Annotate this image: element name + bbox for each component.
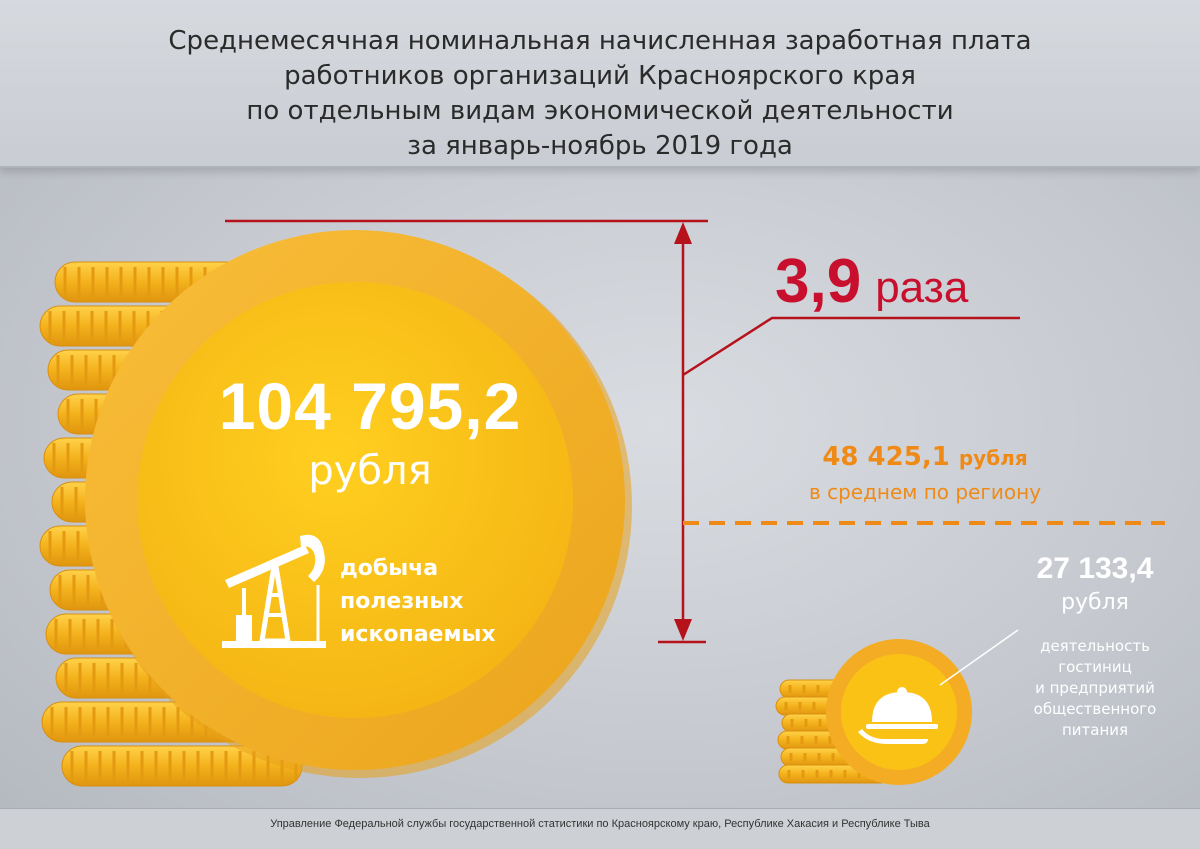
average-caption: в среднем по региону: [808, 480, 1042, 504]
average-value-unit: рубля: [958, 446, 1028, 470]
page-title: Среднемесячная номинальная начисленная з…: [0, 24, 1200, 164]
lowest-activity-label: деятельность гостиниц и предприятий обще…: [1000, 636, 1190, 741]
cloche-icon: [858, 687, 938, 744]
highest-activity-label: добыча полезных ископаемых: [340, 552, 496, 651]
lowest-activity-line-1: деятельность: [1040, 637, 1150, 655]
title-line-1: Среднемесячная номинальная начисленная з…: [168, 26, 1032, 56]
title-line-4: за январь-ноябрь 2019 года: [407, 131, 793, 161]
highest-salary-value: 104 795,2: [218, 369, 522, 443]
difference-arrow: [225, 219, 1020, 644]
ratio-value: 3,9: [775, 247, 862, 316]
ratio-label: 3,9 раза: [775, 246, 968, 317]
lowest-activity-line-2: гостиниц: [1058, 658, 1132, 676]
ratio-word: раза: [875, 263, 969, 312]
lowest-salary-unit: рубля: [1061, 590, 1129, 615]
header-banner: [0, 0, 1200, 168]
oil-pump-icon: [222, 534, 326, 648]
lowest-activity-line-5: питания: [1061, 721, 1129, 739]
highest-activity-line-1: добыча: [340, 556, 439, 581]
title-line-2: работников организаций Красноярского кра…: [284, 61, 916, 91]
lowest-activity-line-3: и предприятий: [1035, 679, 1155, 697]
highest-activity-line-3: ископаемых: [340, 622, 496, 647]
big-coin: [85, 230, 632, 778]
highest-salary-unit: рубля: [308, 448, 432, 494]
title-line-3: по отдельным видам экономической деятель…: [246, 96, 954, 126]
lowest-salary-value: 27 133,4: [1036, 552, 1154, 585]
source-footer: Управление Федеральной службы государств…: [0, 808, 1200, 849]
lowest-pointer-line: [939, 629, 1019, 686]
highest-activity-line-2: полезных: [340, 589, 464, 614]
average-value-number: 48 425,1: [822, 442, 950, 472]
lowest-activity-line-4: общественного: [1033, 700, 1157, 718]
average-salary-value: 48 425,1 рубля: [780, 442, 1070, 472]
